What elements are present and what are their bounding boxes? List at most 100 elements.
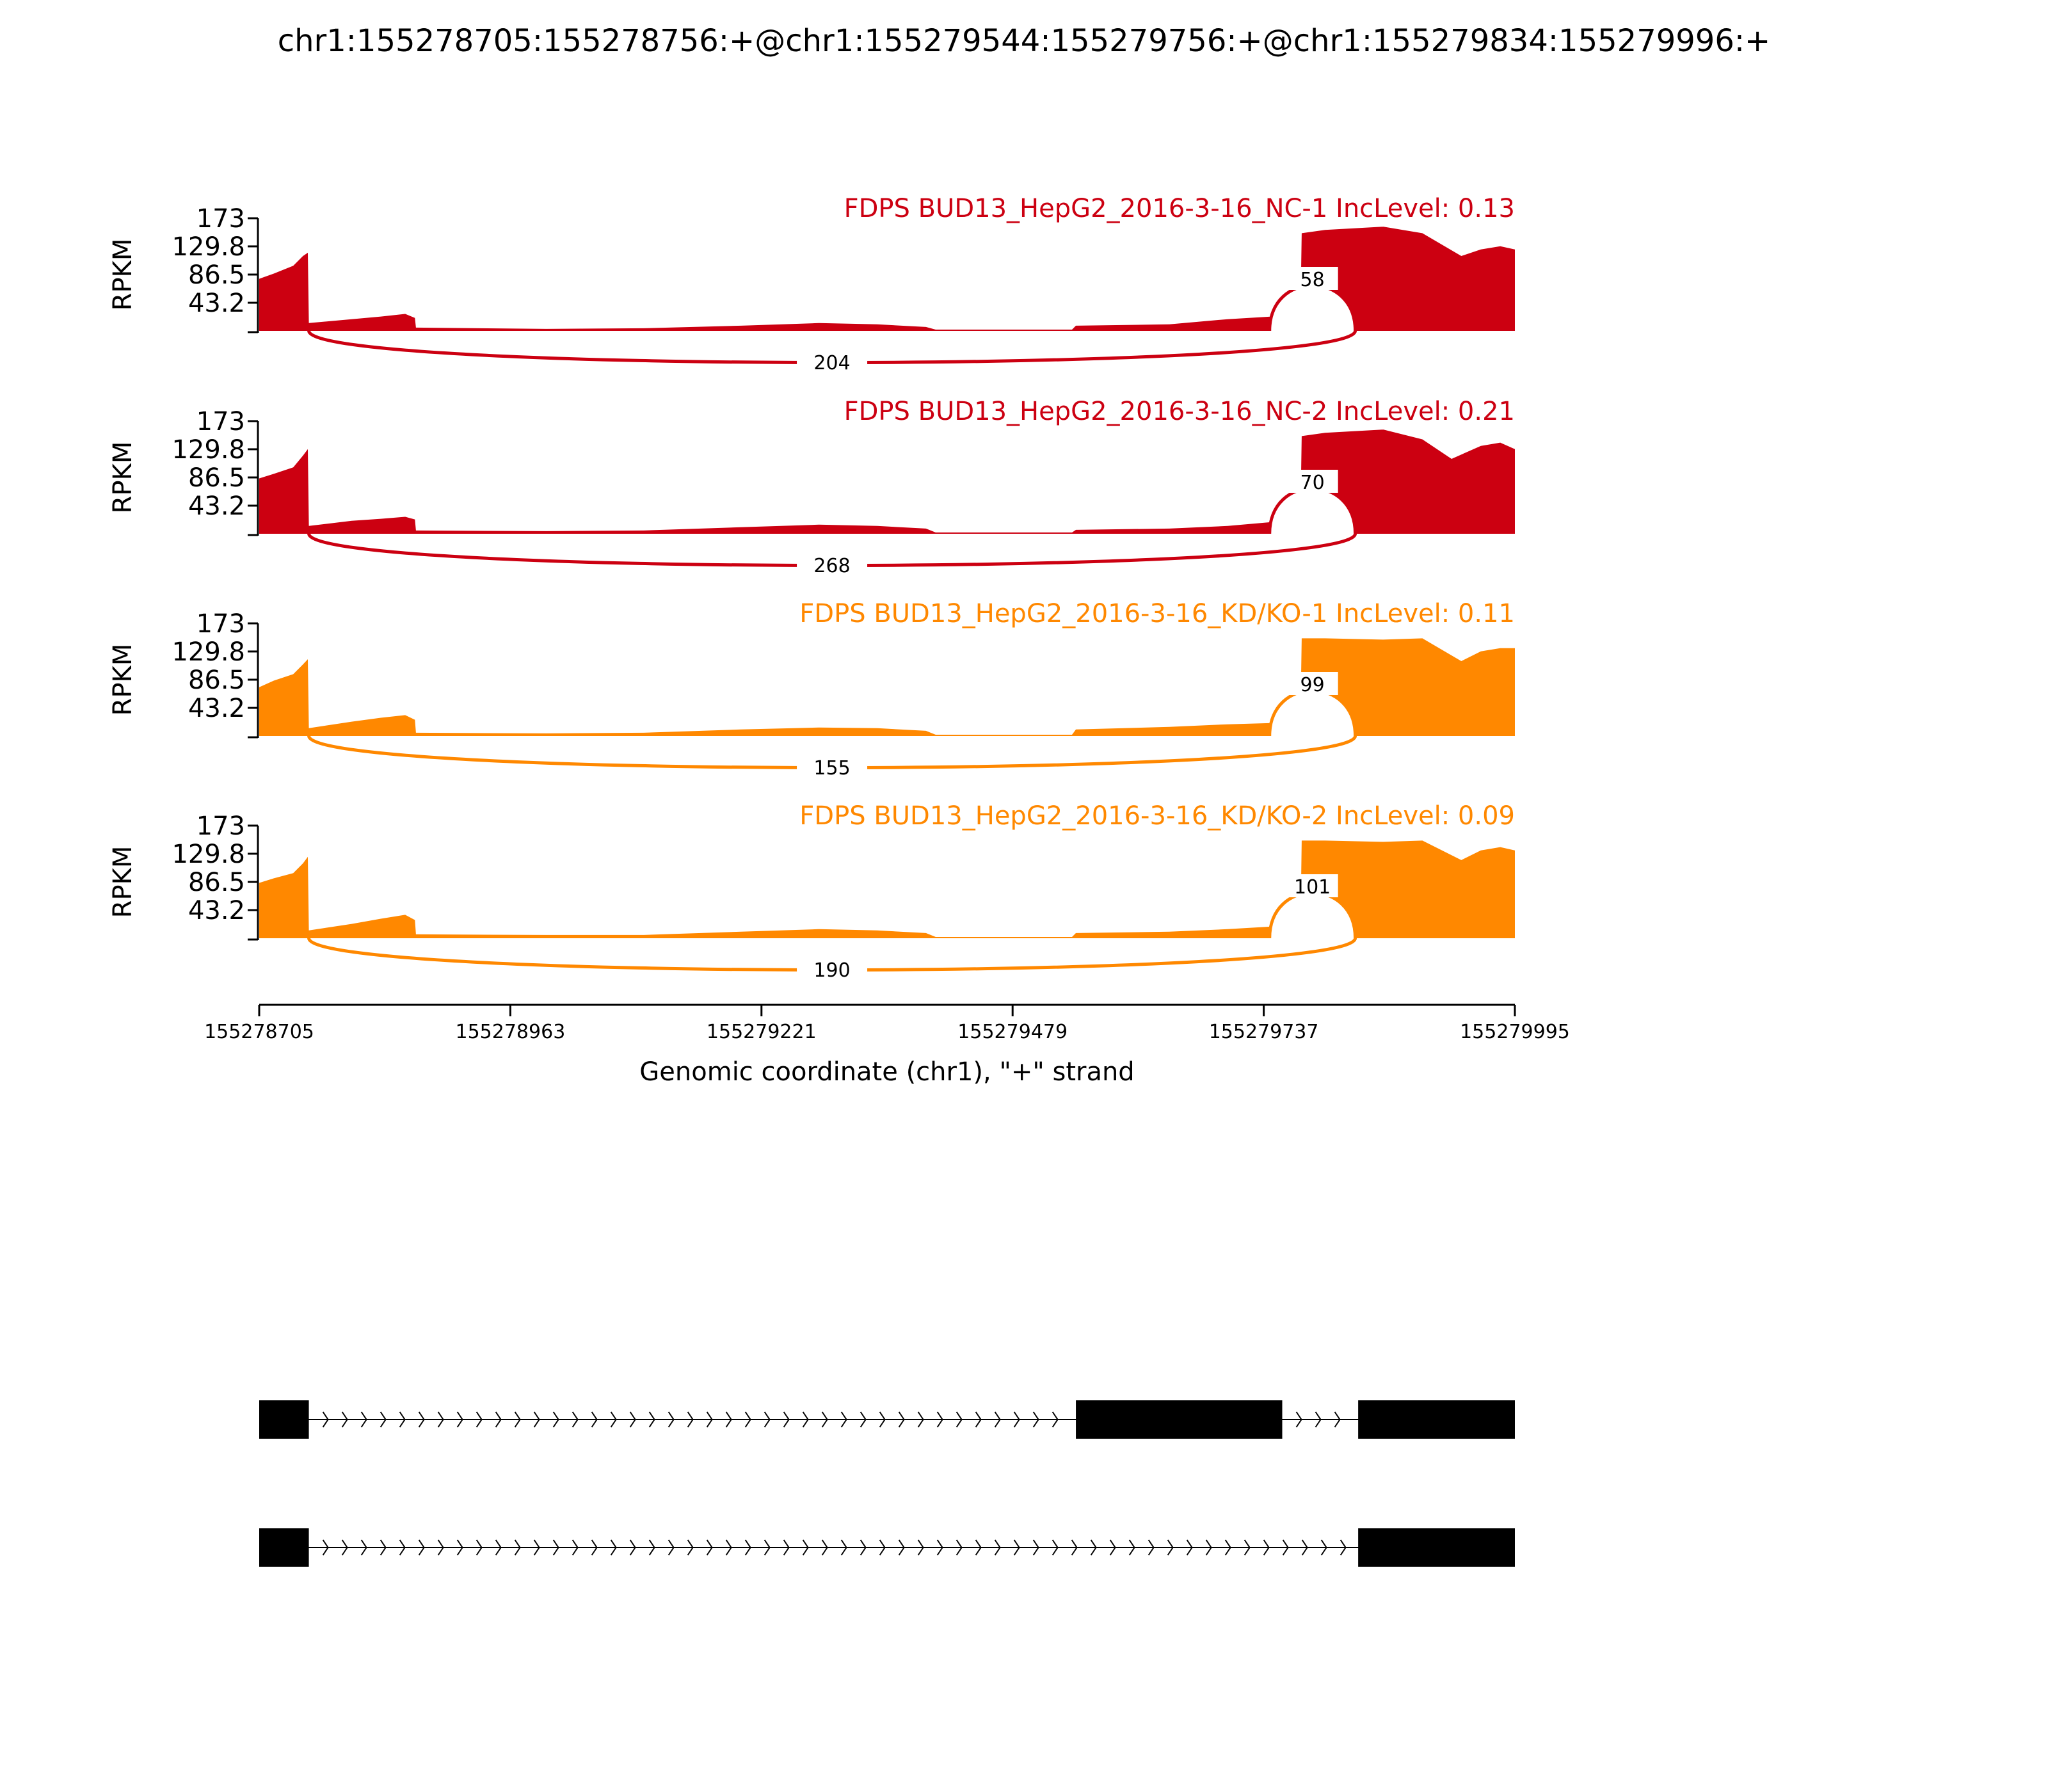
y-tick-label: 173: [196, 812, 245, 841]
strand-arrow: [341, 1411, 348, 1428]
strand-arrow: [917, 1539, 924, 1556]
strand-arrow: [1071, 1539, 1078, 1556]
strand-arrow: [514, 1539, 521, 1556]
strand-arrow: [1295, 1411, 1302, 1428]
strand-arrow: [994, 1411, 1001, 1428]
strand-arrow: [802, 1539, 809, 1556]
long-junction-count: 268: [813, 555, 850, 577]
x-tick-label: 155278705: [204, 1021, 314, 1043]
long-junction-count: 190: [813, 959, 850, 982]
strand-arrow: [1263, 1539, 1270, 1556]
strand-arrow: [1148, 1539, 1155, 1556]
strand-arrow: [975, 1411, 982, 1428]
strand-arrow: [860, 1411, 867, 1428]
y-tick-label: 173: [196, 204, 245, 234]
short-junction-count: 101: [1294, 876, 1331, 899]
strand-arrow: [744, 1539, 751, 1556]
strand-arrow: [1052, 1539, 1059, 1556]
strand-arrow: [591, 1411, 598, 1428]
strand-arrow: [610, 1411, 617, 1428]
strand-arrow: [725, 1539, 732, 1556]
strand-arrow: [936, 1411, 943, 1428]
y-tick-label: 43.2: [188, 492, 245, 521]
strand-arrow: [1013, 1411, 1020, 1428]
y-axis-label: RPKM: [108, 644, 138, 716]
strand-arrow: [898, 1539, 905, 1556]
x-tick-label: 155279479: [957, 1021, 1068, 1043]
strand-arrow: [936, 1539, 943, 1556]
exon-block: [259, 1400, 309, 1439]
strand-arrow: [687, 1411, 694, 1428]
junction-label-bg: [1286, 672, 1338, 695]
y-axis-label: RPKM: [108, 442, 138, 514]
x-tick-label: 155279737: [1209, 1021, 1319, 1043]
strand-arrow: [764, 1539, 771, 1556]
strand-arrow: [629, 1539, 636, 1556]
strand-arrow: [322, 1411, 329, 1428]
strand-arrow: [495, 1411, 502, 1428]
gene-models: [259, 1400, 1515, 1567]
gene-model-2: [259, 1528, 1515, 1567]
x-axis: 155278705 155278963 155279221 155279479 1552…: [204, 1004, 1570, 1087]
long-junction-count: 155: [813, 757, 850, 780]
coverage-area: [259, 638, 1515, 736]
track-label: FDPS BUD13_HepG2_2016-3-16_KD/KO-1 IncLe…: [799, 599, 1515, 628]
junction-label-bg: [797, 755, 868, 781]
strand-arrow: [322, 1539, 329, 1556]
long-junction-count: 204: [813, 352, 850, 374]
strand-arrow: [956, 1539, 963, 1556]
strand-arrow: [552, 1539, 559, 1556]
strand-arrow: [360, 1539, 367, 1556]
junction-label-bg: [797, 553, 868, 579]
strand-arrow: [456, 1539, 463, 1556]
strand-arrow: [1090, 1539, 1097, 1556]
junction-label-bg: [1286, 470, 1338, 493]
strand-arrow: [1315, 1411, 1322, 1428]
track-label: FDPS BUD13_HepG2_2016-3-16_NC-2 IncLevel…: [844, 397, 1515, 426]
strand-arrow: [744, 1411, 751, 1428]
junction-label-bg: [797, 957, 868, 983]
strand-arrow: [418, 1539, 425, 1556]
strand-arrow: [917, 1411, 924, 1428]
exon-block: [1358, 1400, 1515, 1439]
track-label: FDPS BUD13_HepG2_2016-3-16_NC-1 IncLevel…: [844, 194, 1515, 223]
strand-arrow: [821, 1539, 828, 1556]
strand-arrow: [533, 1411, 540, 1428]
coverage-area: [259, 227, 1515, 331]
strand-arrow: [591, 1539, 598, 1556]
y-tick-label: 43.2: [188, 896, 245, 925]
strand-arrow: [514, 1411, 521, 1428]
strand-arrow: [821, 1411, 828, 1428]
strand-arrow: [668, 1539, 675, 1556]
strand-arrow: [802, 1411, 809, 1428]
y-tick-label: 86.5: [188, 260, 245, 290]
y-tick-label: 43.2: [188, 694, 245, 723]
junction-label-bg: [1286, 874, 1338, 897]
strand-arrow: [898, 1411, 905, 1428]
strand-arrow: [879, 1411, 886, 1428]
figure-title: chr1:155278705:155278756:+@chr1:15527954…: [278, 23, 1771, 59]
strand-arrow: [840, 1539, 847, 1556]
x-axis-label: Genomic coordinate (chr1), "+" strand: [639, 1057, 1134, 1087]
x-tick-label: 155279995: [1460, 1021, 1570, 1043]
junction-label-bg: [1286, 267, 1338, 290]
y-tick-label: 43.2: [188, 289, 245, 318]
short-junction-count: 70: [1300, 472, 1325, 494]
y-tick-label: 86.5: [188, 868, 245, 897]
y-tick-label: 86.5: [188, 463, 245, 493]
strand-arrow: [1340, 1539, 1347, 1556]
x-tick-label: 155279221: [707, 1021, 817, 1043]
strand-arrow: [399, 1411, 406, 1428]
strand-arrow: [706, 1539, 713, 1556]
exon-block: [1076, 1400, 1283, 1439]
strand-arrow: [1282, 1539, 1289, 1556]
strand-arrow: [687, 1539, 694, 1556]
y-tick-label: 129.8: [172, 840, 245, 869]
strand-arrow: [706, 1411, 713, 1428]
strand-arrow: [380, 1411, 387, 1428]
y-tick-label: 129.8: [172, 232, 245, 262]
strand-arrow: [437, 1539, 444, 1556]
